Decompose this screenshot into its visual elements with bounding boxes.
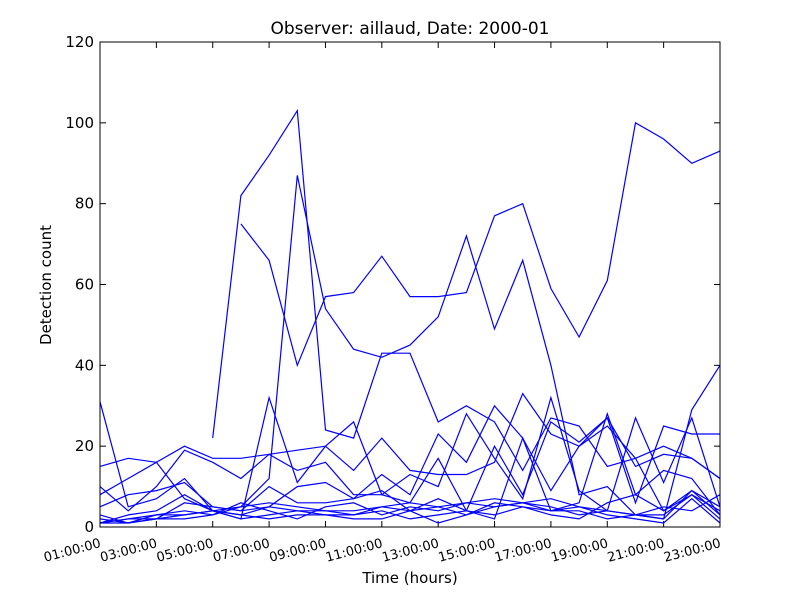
chart-title: Observer: aillaud, Date: 2000-01: [271, 19, 550, 39]
y-tick-label: 0: [84, 518, 94, 536]
data-line: [99, 493, 721, 524]
y-tick-label: 80: [75, 195, 94, 213]
data-line: [240, 121, 721, 368]
x-axis-label: Time (hours): [361, 569, 457, 587]
y-tick-label: 100: [65, 114, 94, 132]
y-tick-label: 120: [65, 33, 94, 51]
y-tick-label: 20: [75, 437, 94, 455]
data-line: [99, 497, 721, 524]
data-line: [99, 493, 721, 524]
data-line: [99, 395, 721, 512]
plot-frame: [99, 41, 721, 528]
data-line: [99, 404, 721, 516]
y-tick-label: 40: [75, 356, 94, 374]
data-line: [99, 392, 721, 479]
data-line: [100, 494, 721, 524]
y-axis-label: Detection count: [37, 225, 55, 345]
y-tick-label: 60: [75, 276, 94, 294]
